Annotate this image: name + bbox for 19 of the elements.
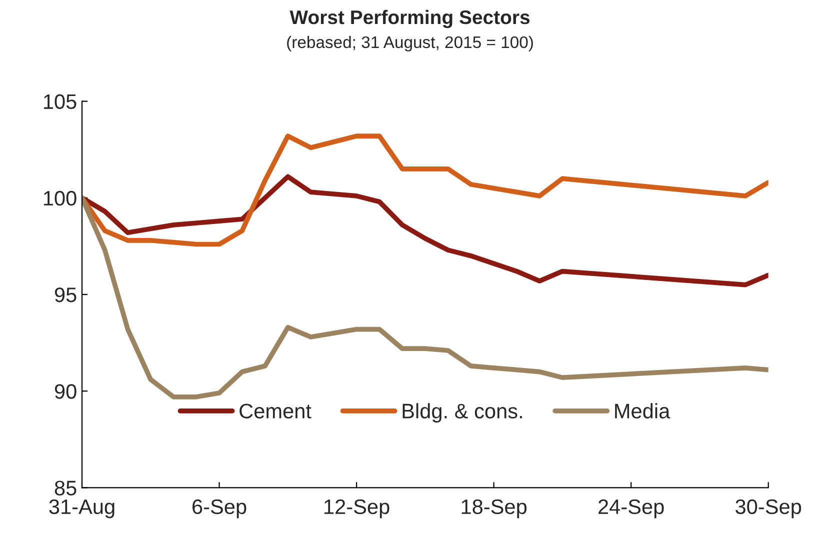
legend-label: Media [615,403,670,418]
chart-subtitle: (rebased; 31 August, 2015 = 100) [287,36,533,52]
y-tick-label: 90 [54,384,76,399]
x-tick-label: 6-Sep [192,499,246,518]
line-series [82,174,768,288]
y-tick-label: 95 [54,287,76,302]
legend-label: Cement [240,404,312,418]
y-tick-label: 105 [44,94,76,110]
line-series [82,134,768,247]
x-tick-label: 31-Aug [49,499,114,518]
x-tick-label: 12-Sep [324,499,390,518]
x-tick-label: 30-Sep [736,499,802,518]
x-tick-label: 24-Sep [598,499,664,518]
legend-label: Bldg. & cons. [402,403,522,423]
y-tick-label: 85 [54,480,76,496]
y-tick-label: 100 [44,190,76,206]
chart-title: Worst Performing Sectors [290,10,530,28]
x-tick-label: 18-Sep [462,499,527,518]
line-series [82,195,768,400]
